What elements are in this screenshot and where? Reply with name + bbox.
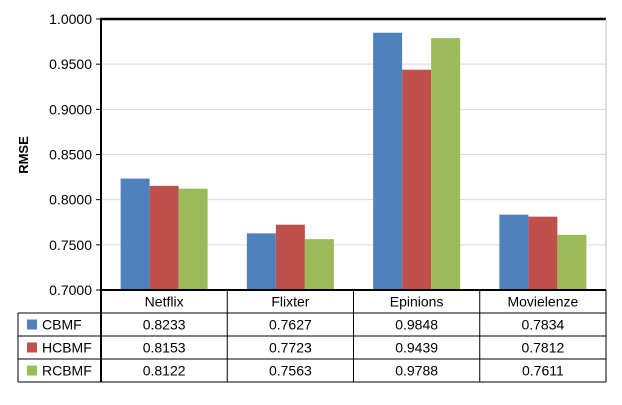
bar-rcbmf-flixter	[304, 239, 334, 290]
bar-cbmf-movielenze	[499, 214, 529, 290]
y-axis-ticks: 0.7000 0.7500 0.8000 0.8500 0.9000 0.9500 1.00…	[49, 11, 101, 298]
category-label: Flixter	[271, 294, 309, 310]
category-label: Epinions	[390, 294, 444, 310]
bar-rcbmf-movielenze	[557, 234, 587, 290]
data-label: 0.7627	[269, 317, 312, 333]
data-label: 0.9788	[395, 363, 438, 379]
y-tick-label: 0.7000	[49, 282, 92, 298]
bar-hcbmf-movielenze	[528, 216, 558, 290]
bar-rcbmf-epinions	[431, 38, 461, 290]
y-tick-label: 0.7500	[49, 237, 92, 253]
legend-label: RCBMF	[42, 363, 92, 379]
legend-swatch-rcbmf	[27, 365, 37, 376]
category-label: Netflix	[145, 294, 184, 310]
y-axis-label: RMSE	[16, 136, 31, 174]
data-label: 0.8122	[143, 363, 186, 379]
data-table: Netflix Flixter Epinions Movielenze CBMF 0.82…	[17, 289, 607, 383]
data-label: 0.7611	[522, 363, 564, 379]
bar-rcbmf-netflix	[178, 188, 208, 290]
legend-label: CBMF	[42, 317, 82, 333]
y-tick-label: 0.8500	[49, 147, 92, 163]
bar-cbmf-epinions	[373, 32, 403, 291]
data-label: 0.9439	[395, 340, 438, 356]
data-label: 0.9848	[395, 317, 438, 333]
y-tick-label: 0.9500	[49, 56, 92, 72]
bar-hcbmf-epinions	[402, 69, 432, 290]
data-label: 0.7723	[269, 340, 312, 356]
y-tick-label: 1.0000	[49, 11, 92, 27]
bar-cbmf-netflix	[120, 178, 150, 290]
legend-label: HCBMF	[42, 340, 92, 356]
y-tick-label: 0.9000	[49, 101, 92, 117]
category-label: Movielenze	[507, 294, 578, 310]
data-label: 0.7834	[521, 317, 564, 333]
legend-swatch-cbmf	[27, 319, 37, 330]
data-label: 0.8153	[143, 340, 186, 356]
bar-cbmf-flixter	[246, 233, 276, 290]
y-tick-label: 0.8000	[49, 192, 92, 208]
data-label: 0.7812	[521, 340, 564, 356]
bars	[120, 32, 587, 291]
data-label: 0.8233	[143, 317, 186, 333]
bar-hcbmf-netflix	[149, 185, 179, 290]
legend-swatch-hcbmf	[27, 342, 37, 353]
data-label: 0.7563	[269, 363, 312, 379]
bar-hcbmf-flixter	[275, 224, 305, 290]
